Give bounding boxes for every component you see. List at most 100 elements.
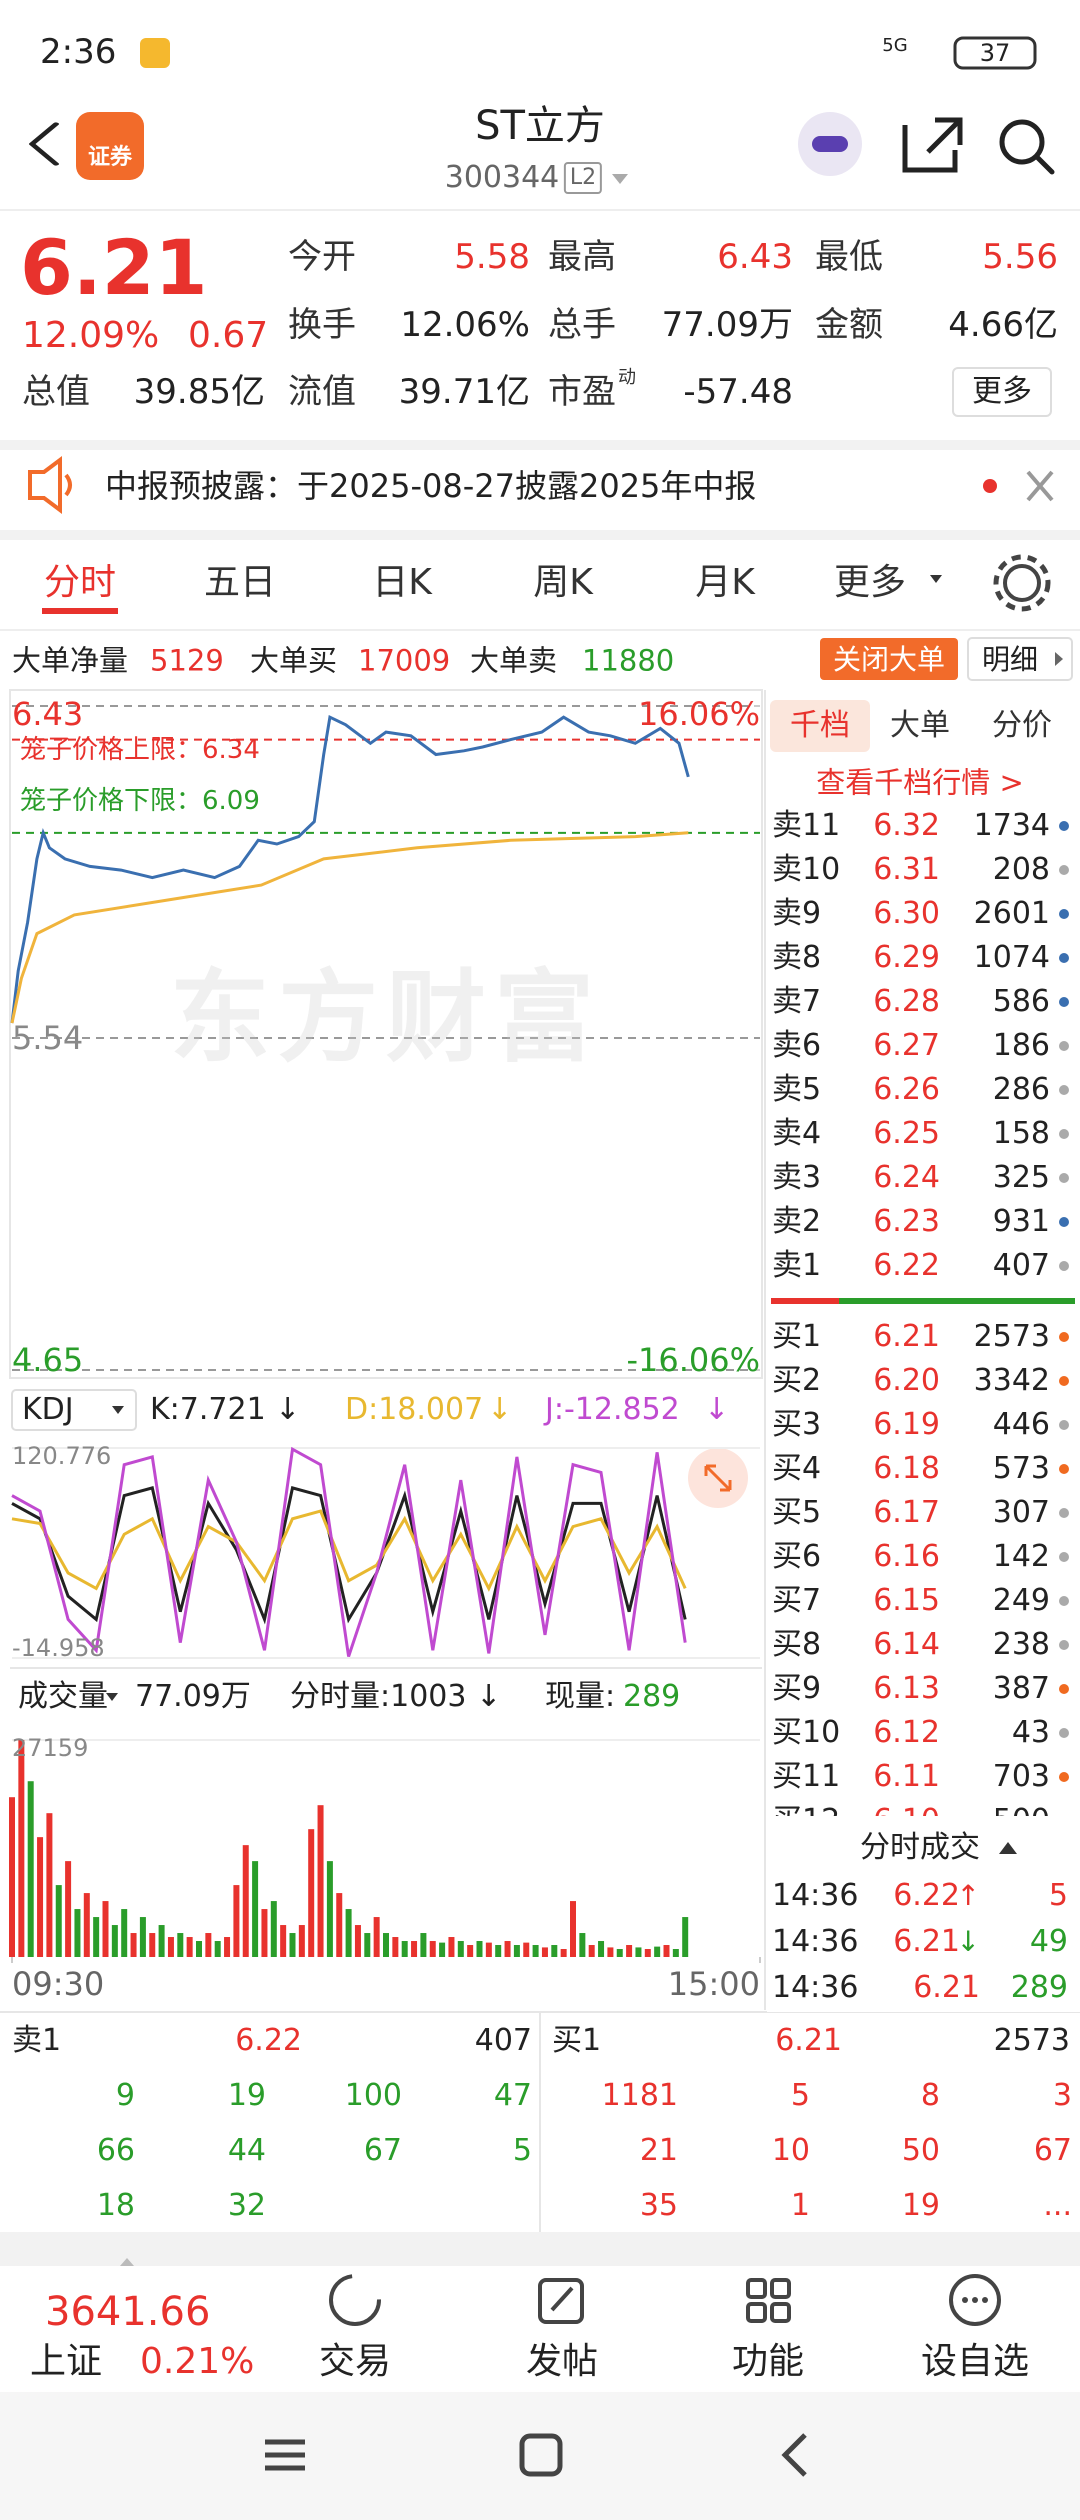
index-pct: 0.21%	[140, 2341, 255, 2382]
search-icon[interactable]	[999, 119, 1045, 165]
dot	[962, 2297, 968, 2303]
legend-trend: ↓	[487, 1392, 513, 1427]
book-price: 6.15	[873, 1583, 940, 1618]
menu-button[interactable]	[265, 2439, 305, 2471]
watchlist-icon[interactable]	[949, 2274, 1001, 2326]
book-volume: 446	[992, 1407, 1050, 1442]
volume-bar	[27, 1781, 34, 1957]
volume-bar	[280, 1925, 287, 1957]
home-button[interactable]	[519, 2433, 563, 2477]
back-button[interactable]	[29, 122, 59, 166]
book-volume: 142	[992, 1539, 1050, 1574]
y-tick-label: 5.54	[12, 1019, 84, 1057]
index-toggle[interactable]	[120, 2258, 134, 2266]
indicator-selector[interactable]	[11, 1389, 137, 1431]
volume-bar	[167, 1937, 174, 1957]
tab[interactable]: 五日	[203, 562, 277, 603]
back-system-button[interactable]	[781, 2433, 807, 2477]
tab[interactable]: 日K	[372, 562, 432, 603]
book-level: 卖9	[772, 896, 822, 931]
volume-bar	[9, 1797, 15, 1957]
dropdown-icon[interactable]	[612, 174, 628, 184]
trade-icon[interactable]	[329, 2274, 381, 2326]
book-dot	[1059, 909, 1069, 919]
volume-bar	[317, 1805, 324, 1957]
change-pct: 12.09%	[22, 315, 160, 356]
big-order-value: 11880	[582, 643, 675, 678]
trade-time: 14:36	[772, 1924, 859, 1959]
book-dot	[1059, 1376, 1069, 1386]
app-logo[interactable]	[76, 112, 144, 180]
queue-order: ...	[1043, 2188, 1072, 2223]
unread-dot	[983, 479, 997, 493]
detail-button[interactable]	[967, 637, 1073, 681]
volume-bar	[149, 1933, 156, 1957]
volume-bar	[616, 1949, 623, 1957]
book-price: 6.26	[873, 1072, 940, 1107]
volume-bar	[476, 1941, 483, 1957]
volume-bar	[252, 1861, 259, 1957]
notice-text[interactable]: 中报预披露：于2025-08-27披露2025年中报	[105, 467, 757, 505]
tab[interactable]: 分时	[43, 562, 117, 603]
book-link[interactable]: 查看千档行情 >	[816, 765, 1024, 800]
big-order-label: 大单买	[250, 643, 338, 678]
level-badge: L2	[563, 162, 603, 194]
series-line	[11, 1446, 687, 1657]
detail-label[interactable]: 明细	[981, 643, 1039, 676]
queue-order: 8	[920, 2078, 940, 2113]
share-icon[interactable]	[902, 117, 963, 173]
queue-order: 5	[790, 2078, 810, 2113]
index-name: 上证	[30, 2341, 103, 2382]
settings-icon[interactable]	[1003, 564, 1041, 602]
book-volume: 3342	[973, 1363, 1050, 1398]
function-icon[interactable]	[746, 2278, 767, 2299]
period-volume: 分时量:1003	[290, 1679, 467, 1714]
nav-item[interactable]: 功能	[731, 2341, 805, 2382]
tab[interactable]: 月K	[695, 562, 755, 603]
nav-item[interactable]: 发帖	[525, 2341, 599, 2382]
close-notice[interactable]	[1026, 470, 1054, 502]
queue-order: 5	[512, 2133, 532, 2168]
volume-bar	[158, 1925, 165, 1957]
y2-tick-label: 16.06%	[637, 695, 760, 733]
queue-order: 18	[96, 2188, 135, 2223]
field-label: 总手	[548, 305, 616, 345]
tab[interactable]: 更多	[833, 562, 907, 603]
book-dot	[1059, 1332, 1069, 1342]
book-level: 买10	[772, 1715, 841, 1750]
separator	[0, 440, 1080, 450]
big-order-value: 5129	[150, 643, 224, 678]
volume-bar	[74, 1909, 81, 1957]
book-tab[interactable]: 大单	[890, 708, 950, 743]
book-tab[interactable]: 分价	[992, 708, 1052, 743]
field-value: 12.06%	[400, 305, 530, 345]
book-level: 买6	[772, 1539, 822, 1574]
dropdown-icon[interactable]	[106, 1693, 118, 1701]
book-price: 6.20	[873, 1363, 940, 1398]
volume-bar	[102, 1901, 109, 1957]
tab[interactable]: 周K	[533, 562, 593, 603]
book-tab[interactable]: 千档	[790, 708, 850, 743]
trade-time: 14:36	[772, 1970, 859, 2005]
book-dot	[1059, 821, 1069, 831]
book-level: 买7	[772, 1583, 822, 1618]
current-label: 现量:	[545, 1679, 616, 1714]
trade-price: 6.21	[913, 1970, 980, 2005]
nav-item[interactable]: 设自选	[920, 2341, 1030, 2382]
collapse-icon[interactable]	[999, 1841, 1019, 1855]
function-icon	[770, 2278, 791, 2299]
nav-item[interactable]: 交易	[318, 2341, 392, 2382]
post-icon[interactable]	[538, 2278, 584, 2324]
speaker-wave	[64, 473, 72, 497]
close-big-orders-label[interactable]: 关闭大单	[832, 643, 946, 676]
book-dot	[1059, 1552, 1069, 1562]
field-value: -57.48	[683, 372, 793, 412]
more-button[interactable]: 更多	[952, 367, 1052, 417]
trade-volume: 5	[1048, 1878, 1068, 1913]
y2-tick-label: -16.06%	[626, 1341, 760, 1379]
volume-bar	[345, 1909, 352, 1957]
dropdown-icon[interactable]	[930, 575, 942, 583]
book-price: 6.17	[873, 1495, 940, 1530]
close-big-orders-button[interactable]	[820, 638, 958, 680]
stock-code: 300344	[444, 160, 560, 195]
